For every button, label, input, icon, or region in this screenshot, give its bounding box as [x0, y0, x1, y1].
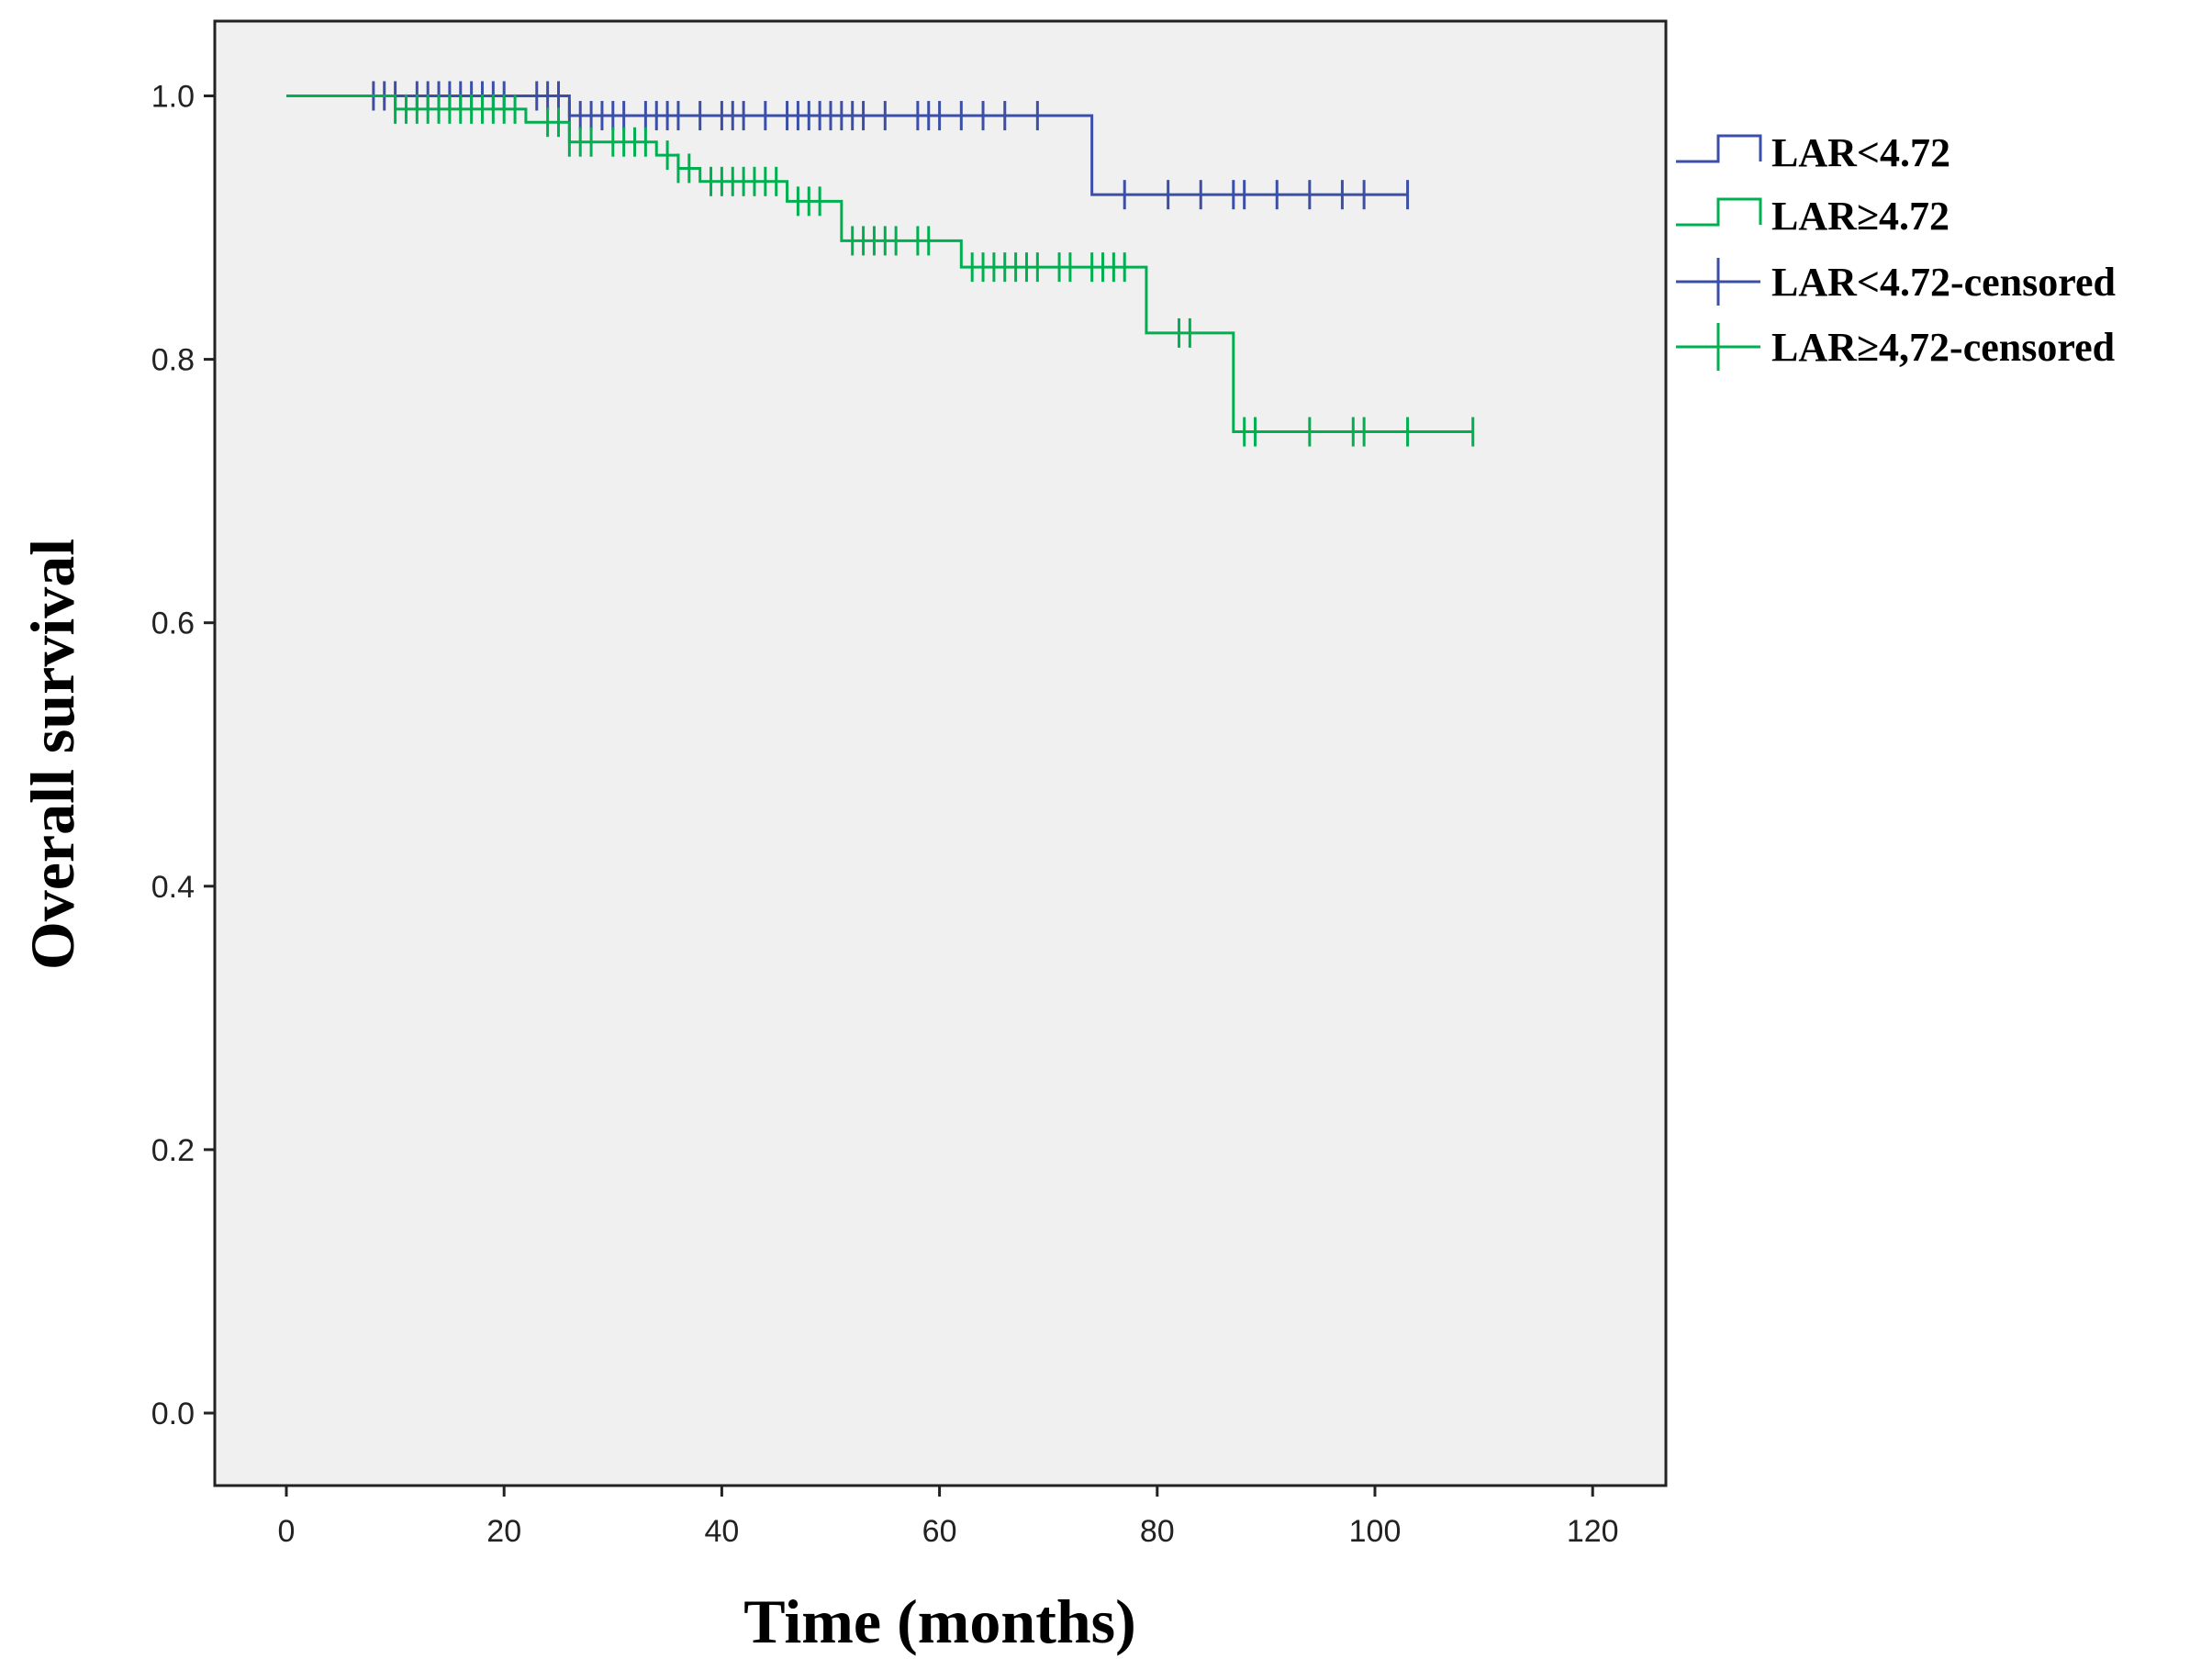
- y-tick-label: 0.8: [151, 343, 195, 378]
- x-tick-label: 20: [486, 1514, 521, 1549]
- legend-label: LAR<4.72-censored: [1771, 260, 2116, 305]
- y-axis-title: Overall survival: [17, 539, 87, 970]
- legend-label: LAR≥4,72-censored: [1771, 325, 2115, 370]
- y-tick-label: 0.0: [151, 1397, 195, 1431]
- y-axis: 0.0 0.2 0.4 0.6 0.8 1.0: [151, 80, 215, 1431]
- plot-area: [213, 19, 1668, 1487]
- x-tick-label: 0: [278, 1514, 296, 1549]
- x-tick-label: 120: [1567, 1514, 1619, 1549]
- y-tick-label: 1.0: [151, 80, 195, 115]
- x-axis-title: Time (months): [743, 1586, 1136, 1656]
- x-tick-label: 60: [922, 1514, 957, 1549]
- legend: LAR<4.72 LAR≥4.72 LAR<4.72-censored LAR≥4,7…: [1676, 130, 2116, 371]
- legend-label: LAR≥4.72: [1771, 194, 1949, 239]
- survival-curve-high: [286, 95, 1473, 434]
- x-tick-label: 40: [704, 1514, 739, 1549]
- y-tick-label: 0.4: [151, 870, 195, 905]
- legend-step-symbol: [1676, 134, 1762, 163]
- y-tick-label: 0.2: [151, 1133, 195, 1168]
- x-tick-label: 80: [1140, 1514, 1175, 1549]
- y-tick-label: 0.6: [151, 607, 195, 641]
- x-axis: 0 20 40 60 80 100 120: [278, 1486, 1619, 1549]
- legend-step-symbol: [1676, 197, 1762, 227]
- x-tick-label: 100: [1349, 1514, 1402, 1549]
- series-group: [286, 81, 1475, 447]
- legend-label: LAR<4.72: [1771, 130, 1950, 175]
